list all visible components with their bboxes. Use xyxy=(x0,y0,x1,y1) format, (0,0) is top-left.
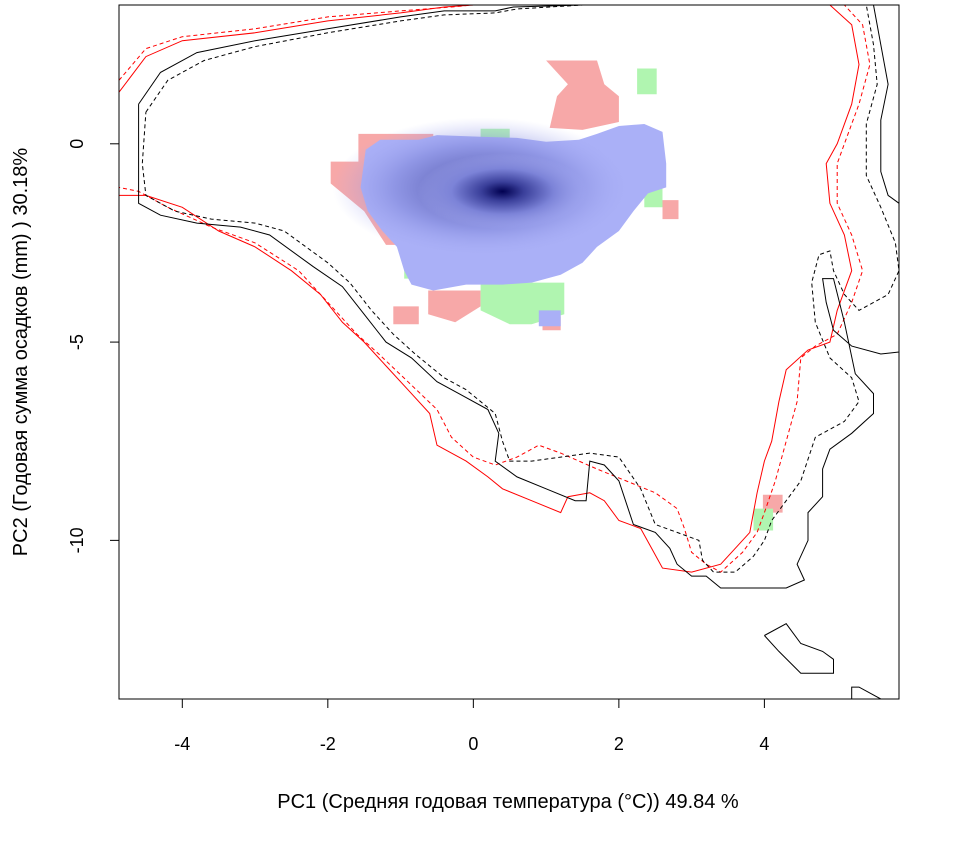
contour-0 xyxy=(119,5,860,573)
y-axis-title: PC2 (Годовая сумма осадков (mm) ) 30.18% xyxy=(10,148,32,557)
x-tick-label: -2 xyxy=(320,734,336,754)
x-axis-title: PC1 (Средняя годовая температура (°C)) 4… xyxy=(277,791,739,813)
contour-4 xyxy=(764,623,834,674)
density-peak xyxy=(417,153,588,230)
region-3 xyxy=(428,290,481,323)
x-tick-label: 0 xyxy=(468,734,478,754)
contour-1 xyxy=(119,5,871,573)
region-14 xyxy=(538,310,561,327)
x-tick-label: 2 xyxy=(614,734,624,754)
plot-frame xyxy=(118,4,900,700)
density-core xyxy=(332,117,633,258)
y-tick-label: 0 xyxy=(67,139,87,149)
x-tick-label: -4 xyxy=(174,734,190,754)
region-1 xyxy=(546,60,619,130)
niche-contours xyxy=(119,5,899,699)
region-7 xyxy=(637,68,657,95)
x-axis: -4 -2 0 2 4 xyxy=(174,698,769,754)
y-tick-label: -10 xyxy=(67,527,87,553)
contour-5 xyxy=(851,686,882,699)
y-tick-label: -5 xyxy=(67,334,87,350)
contour-2 xyxy=(138,5,899,589)
region-4 xyxy=(662,200,679,220)
region-6 xyxy=(762,494,783,513)
contour-3 xyxy=(141,5,899,573)
y-axis: 0 -5 -10 xyxy=(67,139,120,553)
region-2 xyxy=(393,306,419,325)
x-tick-label: 4 xyxy=(759,734,769,754)
region-12 xyxy=(753,508,774,531)
